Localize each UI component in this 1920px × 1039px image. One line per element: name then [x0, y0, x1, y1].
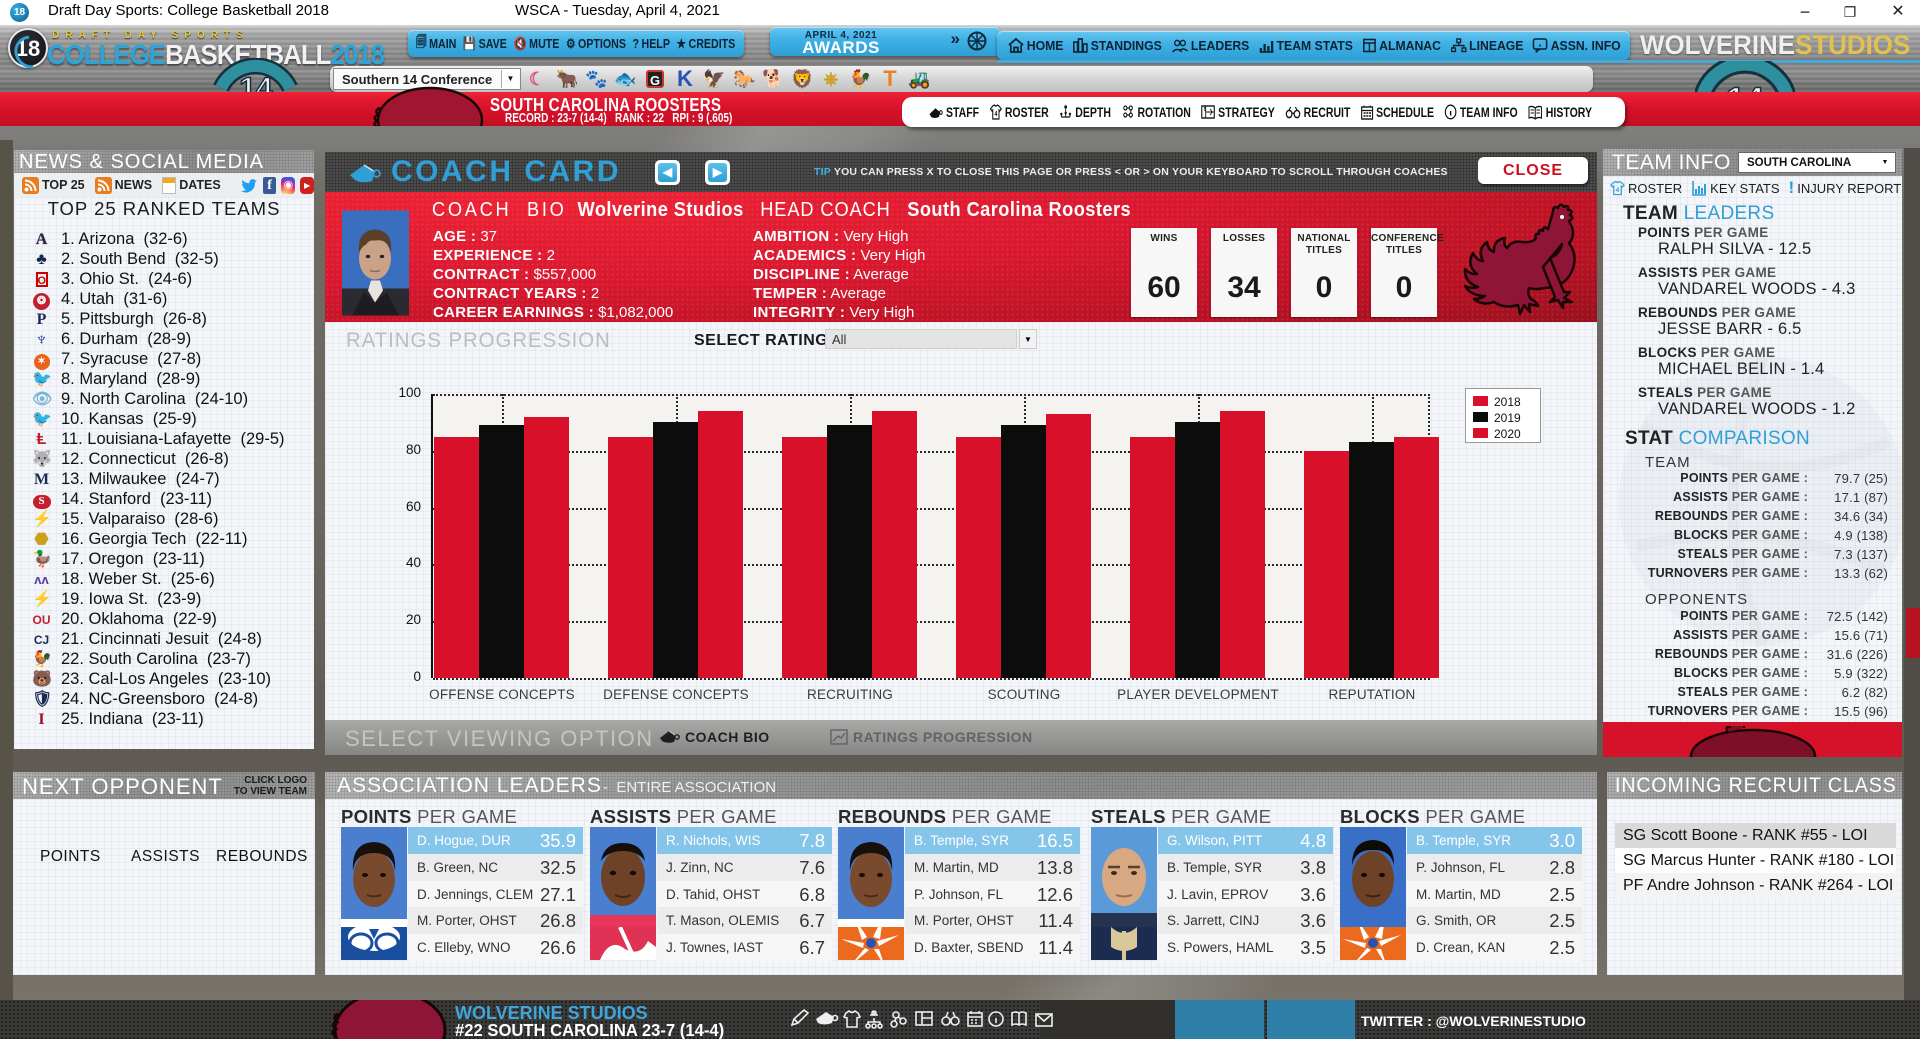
- svg-text:4: 4: [1616, 187, 1620, 194]
- svg-text:5: 5: [1204, 107, 1207, 113]
- svg-text:14: 14: [239, 72, 273, 92]
- svg-text:4: 4: [994, 110, 997, 118]
